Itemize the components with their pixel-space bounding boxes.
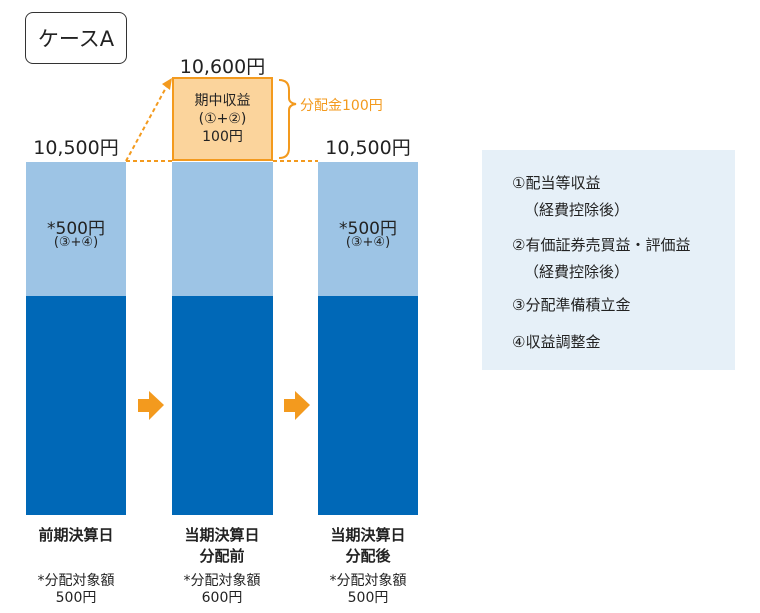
rise-dashed-line (125, 83, 169, 162)
legend-item-2-text: ②有価証券売買益・評価益 (512, 236, 691, 254)
column2-note-amount: 600円 (201, 590, 243, 606)
legend-item-1: ①配当等収益 （経費控除後） (512, 172, 629, 220)
column3-label: 当期決算日 分配後 (308, 525, 428, 567)
column2-note: *分配対象額 600円 (162, 573, 282, 607)
flow-arrow-2 (284, 391, 310, 420)
column1-total: 10,500円 (33, 137, 119, 159)
column1-note-amount: 500円 (55, 590, 97, 606)
legend-item-4-text: ④収益調整金 (512, 333, 601, 351)
column3-note-line1: *分配対象額 (329, 573, 407, 589)
column3-reserve-segment (318, 162, 418, 296)
distribution-brace (278, 79, 297, 159)
column1-reserve-sub: (③+④) (53, 235, 99, 250)
column3-label-line2: 分配後 (345, 547, 391, 565)
column1-note-line1: *分配対象額 (37, 573, 115, 589)
legend-item-2: ②有価証券売買益・評価益 （経費控除後） (512, 234, 690, 282)
column2-principal-segment (172, 296, 273, 515)
legend-item-1-text: ①配当等収益 (512, 174, 601, 192)
income-box: 期中収益 (①+②) 100円 (172, 77, 273, 161)
column2-label-line1: 当期決算日 (184, 526, 260, 544)
distribution-label: 分配金100円 (300, 98, 383, 114)
legend-item-4: ④収益調整金 (512, 331, 600, 352)
column3-note-amount: 500円 (347, 590, 389, 606)
column3-reserve-value: *500円 (339, 219, 397, 239)
case-label: ケースA (25, 12, 127, 64)
legend-item-2-sub: （経費控除後） (524, 263, 630, 281)
column1-note: *分配対象額 500円 (16, 573, 136, 607)
column3-principal-segment (318, 296, 418, 515)
column2-label-line2: 分配前 (199, 547, 245, 565)
column2-note-line1: *分配対象額 (183, 573, 261, 589)
legend-item-3-text: ③分配準備積立金 (512, 296, 631, 314)
column2-label: 当期決算日 分配前 (162, 525, 282, 567)
column1-label-line1: 前期決算日 (38, 526, 114, 544)
column3-label-line1: 当期決算日 (330, 526, 406, 544)
column1-label: 前期決算日 (16, 525, 136, 546)
rise-arrowhead (162, 78, 172, 90)
column2-reserve-segment (172, 162, 273, 296)
income-sources: (①+②) (198, 111, 247, 127)
column1-reserve-segment (26, 162, 126, 296)
income-title: 期中収益 (194, 93, 251, 109)
income-amount: 100円 (202, 129, 243, 145)
legend-panel: ①配当等収益 （経費控除後） ②有価証券売買益・評価益 （経費控除後） ③分配準… (482, 150, 735, 370)
legend-item-3: ③分配準備積立金 (512, 294, 630, 315)
legend-item-1-sub: （経費控除後） (524, 201, 630, 219)
flow-arrow-1 (138, 391, 164, 420)
column2-total: 10,600円 (179, 56, 266, 78)
column3-note: *分配対象額 500円 (308, 573, 428, 607)
column1-reserve-value: *500円 (47, 219, 105, 239)
column3-reserve-sub: (③+④) (345, 235, 391, 250)
column3-total: 10,500円 (325, 137, 411, 159)
column1-principal-segment (26, 296, 126, 515)
